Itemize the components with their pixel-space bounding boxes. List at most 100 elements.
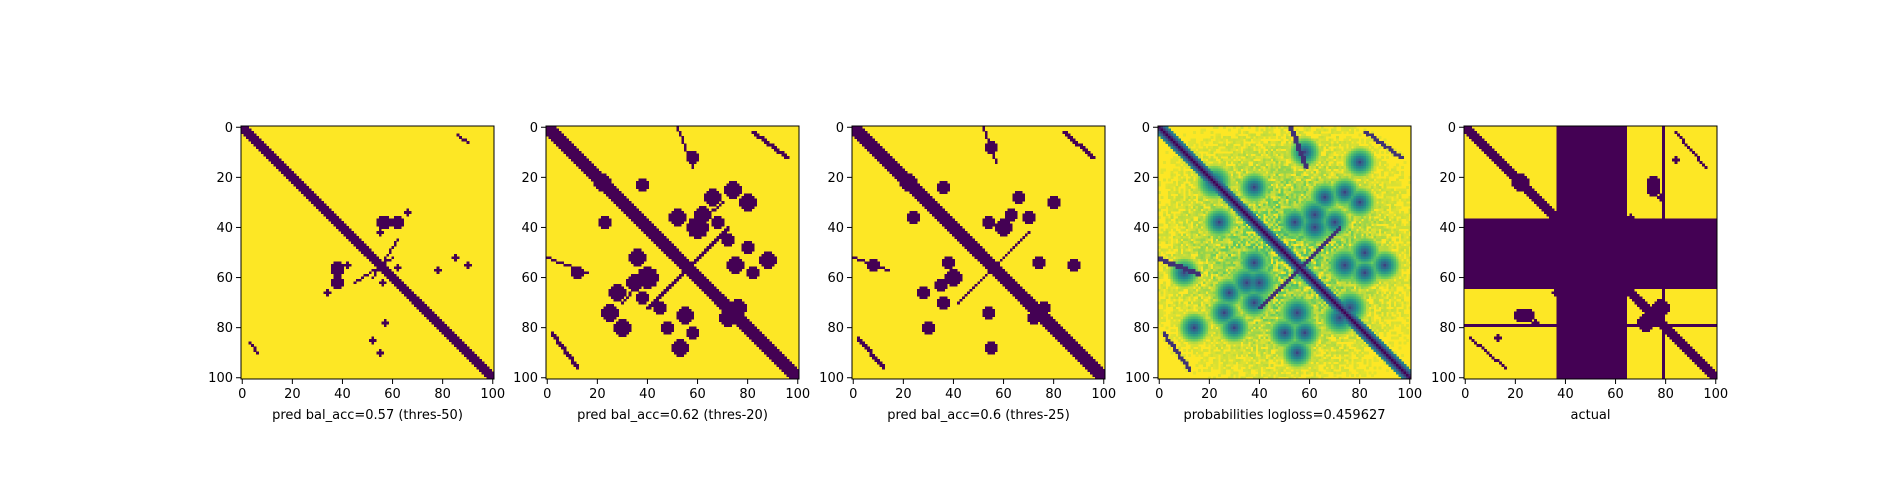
heatmap-cell <box>656 231 660 235</box>
heatmap-cell <box>1052 323 1056 327</box>
heatmap-cell <box>376 266 380 270</box>
heatmap-cell <box>711 208 715 212</box>
heatmap-cell <box>914 181 918 185</box>
heatmap-cell <box>703 213 707 217</box>
heatmap-cell <box>491 371 495 375</box>
heatmap-cell <box>932 213 936 217</box>
heatmap-cell <box>1044 313 1048 317</box>
heatmap-cell <box>1300 166 1304 169</box>
heatmap-cell <box>1358 153 1362 157</box>
heatmap-cell <box>1325 153 1329 157</box>
heatmap-cell <box>942 181 946 185</box>
heatmap-cell <box>636 181 640 185</box>
heatmap-cell <box>326 211 330 215</box>
heatmap-cell <box>987 256 991 260</box>
heatmap-cell <box>1295 161 1299 164</box>
heatmap-cell <box>718 306 722 310</box>
heatmap-cell <box>889 166 893 169</box>
heatmap-cell <box>631 288 635 292</box>
heatmap-cell <box>1310 141 1314 144</box>
heatmap-cell <box>922 288 926 292</box>
heatmap-cell <box>681 341 685 345</box>
heatmap-cell <box>676 253 680 257</box>
heatmap-cell <box>321 201 325 205</box>
heatmap-cell <box>691 223 695 227</box>
heatmap-cell <box>356 246 360 250</box>
heatmap-cell <box>341 221 345 225</box>
heatmap-cell <box>1087 366 1091 370</box>
heatmap-cell <box>556 341 559 345</box>
heatmap-cell <box>1305 156 1309 159</box>
heatmap-cell <box>681 273 685 277</box>
heatmap-cell <box>556 128 559 132</box>
heatmap-cell <box>548 131 552 134</box>
heatmap-cell <box>882 163 885 167</box>
heatmap-cell <box>987 308 991 312</box>
heatmap-cell <box>944 286 948 290</box>
heatmap-cell <box>899 178 903 182</box>
heatmap-cell <box>1328 133 1332 137</box>
heatmap-cell <box>423 308 427 312</box>
heatmap-cell <box>711 243 715 247</box>
heatmap-cell <box>371 261 375 265</box>
heatmap-cell <box>1250 166 1254 169</box>
heatmap-cell <box>1210 173 1214 177</box>
heatmap-cell <box>884 268 888 272</box>
heatmap-cell <box>1353 161 1357 164</box>
heatmap-cell <box>673 341 677 345</box>
heatmap-cell <box>743 318 747 322</box>
heatmap-cell <box>316 206 320 210</box>
heatmap-cell <box>726 266 730 270</box>
heatmap-cell <box>366 251 370 255</box>
heatmap-cell <box>256 136 259 139</box>
heatmap-cell <box>929 208 933 212</box>
heatmap-cell <box>273 156 277 159</box>
heatmap-cell <box>1180 148 1184 152</box>
heatmap-cell <box>1368 136 1372 139</box>
heatmap-cell <box>751 246 755 250</box>
heatmap-cell <box>773 258 777 262</box>
heatmap-cell <box>398 288 402 292</box>
heatmap-cell <box>1079 351 1083 355</box>
heatmap-cell <box>366 246 370 250</box>
heatmap-cell <box>1320 148 1324 152</box>
heatmap-cell <box>1223 173 1227 177</box>
heatmap-cell <box>949 283 953 287</box>
heatmap-cell <box>676 258 680 262</box>
heatmap-cell <box>583 166 587 169</box>
heatmap-cell <box>548 133 552 137</box>
heatmap-cell <box>336 278 340 282</box>
heatmap-cell <box>568 146 572 149</box>
heatmap-cell <box>1253 133 1257 137</box>
axes-frame <box>545 125 800 380</box>
heatmap-cell <box>1188 151 1191 154</box>
heatmap-cell <box>643 286 647 290</box>
heatmap-cell <box>1225 166 1229 169</box>
heatmap-cell <box>1373 148 1377 152</box>
heatmap-cell <box>563 138 567 142</box>
heatmap-cell <box>997 263 1001 267</box>
heatmap-cell <box>1032 263 1036 267</box>
heatmap-cell <box>1330 143 1334 147</box>
heatmap-cell <box>1363 166 1367 169</box>
heatmap-cell <box>1062 336 1066 340</box>
heatmap-cell <box>691 263 695 267</box>
heatmap-cell <box>696 236 700 240</box>
heatmap-cell <box>638 188 642 192</box>
heatmap-cell <box>869 353 873 357</box>
heatmap-cell <box>857 258 860 262</box>
heatmap-cell <box>396 286 400 290</box>
heatmap-cell <box>942 301 946 305</box>
heatmap-cell <box>718 298 722 302</box>
heatmap-cell <box>751 196 755 200</box>
heatmap-cell <box>696 268 700 272</box>
heatmap-cell <box>1029 303 1033 307</box>
heatmap-cell <box>1293 131 1297 134</box>
heatmap-cell <box>1225 171 1229 174</box>
heatmap-cell <box>914 178 918 182</box>
heatmap-cell <box>1273 163 1277 167</box>
heatmap-cell <box>688 231 692 235</box>
heatmap-cell <box>1062 328 1066 332</box>
heatmap-cell <box>984 136 988 139</box>
heatmap-cell <box>1280 163 1284 167</box>
